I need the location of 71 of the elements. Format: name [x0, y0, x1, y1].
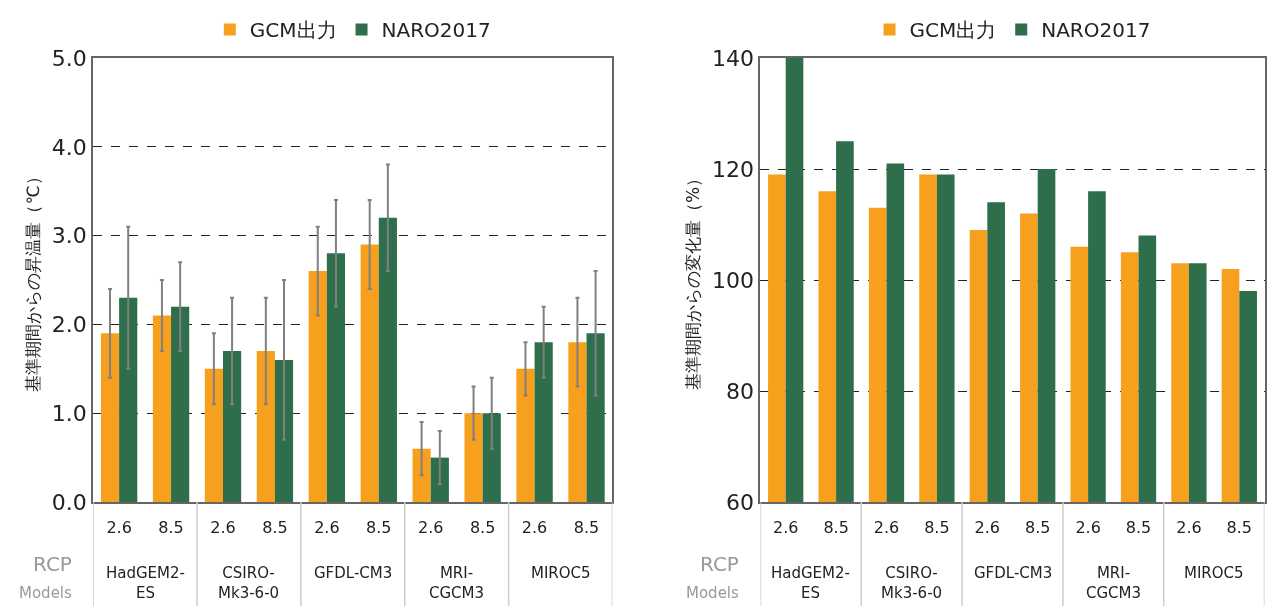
x-tick-label: 2.6 — [210, 518, 236, 538]
bar — [204, 368, 223, 502]
y-tick-label: 80 — [726, 378, 755, 404]
y-tick-label: 2.0 — [51, 312, 87, 338]
text: HadGEM2- ES — [771, 564, 850, 602]
x-tick-label: 8.5 — [823, 518, 849, 538]
text: HadGEM2- ES — [106, 564, 185, 602]
bar — [100, 333, 120, 502]
x-tick-label: 8.5 — [1226, 518, 1253, 538]
x-tick-label: 2.6 — [772, 518, 799, 538]
bar — [152, 315, 172, 502]
x-tick-label: 8.5 — [366, 518, 392, 538]
x-tick-label: 2.6 — [1176, 518, 1202, 538]
text: Models — [686, 584, 740, 602]
bar — [360, 244, 379, 502]
bar — [412, 448, 431, 502]
bar — [430, 457, 449, 502]
y-tick-label: 4.0 — [51, 134, 87, 160]
y-tick-label: 140 — [712, 45, 755, 71]
bar — [326, 253, 346, 502]
text: MRI- CGCM3 — [429, 564, 485, 602]
text: MRI- CGCM3 — [1086, 564, 1142, 602]
x-tick-label: 2.6 — [974, 518, 1001, 538]
text: RCP — [33, 552, 72, 576]
bar — [308, 271, 327, 502]
x-tick-label: 2.6 — [417, 518, 444, 538]
y-axis-title: 基準期間からの変化量（%） — [683, 169, 704, 391]
x-tick-label: 2.6 — [1075, 518, 1101, 538]
y-tick-label: 0.0 — [51, 489, 87, 515]
y-tick-label: 5.0 — [51, 45, 87, 71]
x-tick-label: 8.5 — [469, 518, 496, 538]
text: CSIRO- Mk3-6-0 — [218, 564, 280, 602]
x-tick-label: 8.5 — [262, 518, 288, 538]
x-tick-label: 8.5 — [1024, 518, 1051, 538]
bar — [256, 351, 275, 502]
x-tick-label: 2.6 — [106, 518, 132, 538]
legend-label: GCM出力 — [249, 18, 337, 43]
text: MIROC5 — [1184, 564, 1244, 582]
bar — [119, 297, 138, 502]
x-tick-label: 8.5 — [573, 518, 600, 538]
bar — [222, 351, 242, 502]
text: RCP — [700, 552, 739, 576]
bar — [378, 217, 397, 502]
bar — [516, 368, 535, 502]
x-tick-label: 2.6 — [314, 518, 340, 538]
y-tick-label: 1.0 — [51, 400, 87, 426]
text: GFDL-CM3 — [974, 564, 1053, 582]
y-tick-label: 60 — [726, 489, 755, 515]
legend-label: GCM出力 — [909, 18, 997, 43]
bar — [482, 413, 501, 502]
legend-label: NARO2017 — [1041, 18, 1151, 43]
bar — [534, 342, 553, 502]
x-tick-label: 8.5 — [158, 518, 184, 538]
y-tick-label: 100 — [712, 267, 755, 293]
text: GFDL-CM3 — [314, 564, 393, 582]
text: MIROC5 — [531, 564, 591, 582]
bar — [464, 413, 483, 502]
x-tick-label: 8.5 — [924, 518, 950, 538]
bar — [274, 359, 294, 502]
y-tick-label: 3.0 — [51, 223, 87, 249]
bar — [586, 333, 605, 502]
legend-label: NARO2017 — [381, 18, 491, 43]
text: CSIRO- Mk3-6-0 — [881, 564, 943, 602]
x-tick-label: 2.6 — [873, 518, 900, 538]
bar — [171, 306, 190, 502]
x-tick-label: 8.5 — [1125, 518, 1152, 538]
bar — [568, 342, 587, 502]
x-tick-label: 2.6 — [521, 518, 548, 538]
y-axis-title: 基準期間からの昇温量（℃） — [22, 168, 43, 392]
y-tick-label: 120 — [712, 156, 755, 182]
text: Models — [19, 584, 73, 602]
